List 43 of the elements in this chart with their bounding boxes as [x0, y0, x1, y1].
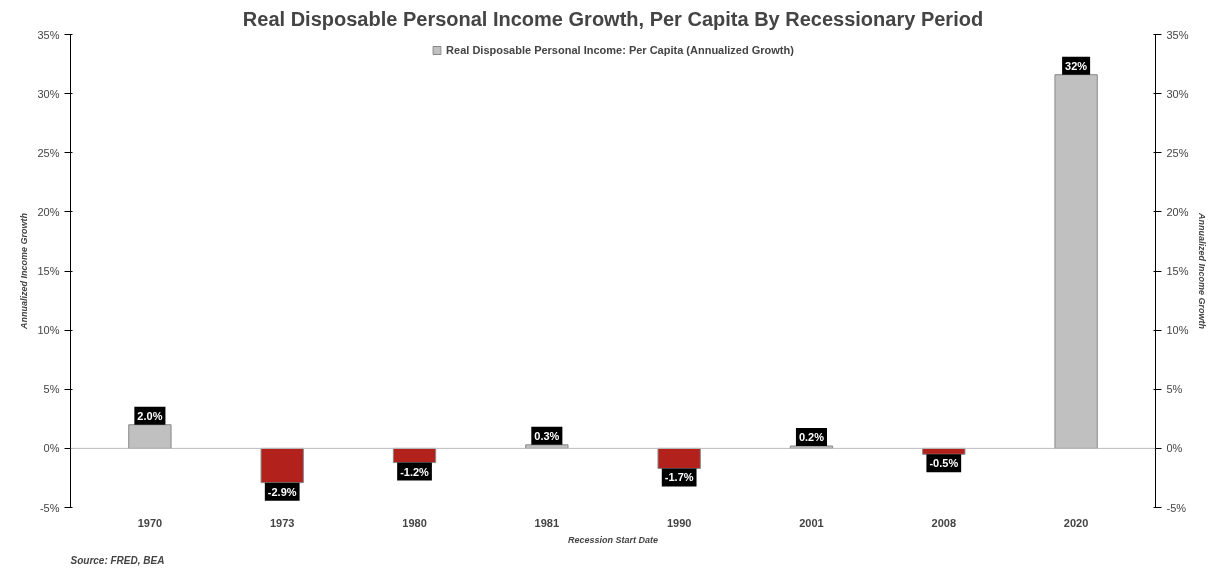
source-note: Source: FRED, BEA: [70, 554, 165, 566]
y2-tick-label: 25%: [1166, 146, 1189, 159]
y2-tick-label: 20%: [1166, 205, 1189, 218]
y2-axis-title: Annualized Income Growth: [1196, 212, 1207, 330]
x-tick-label: 1990: [666, 516, 692, 529]
y-tick-label: 30%: [37, 87, 60, 100]
y-tick-label: 0%: [43, 442, 60, 455]
y2-tick-label: -5%: [1166, 501, 1187, 514]
x-tick-label: 1981: [534, 516, 560, 529]
y2-tick-label: 35%: [1166, 28, 1189, 41]
y-tick-label: 20%: [37, 205, 60, 218]
data-label: 32%: [1065, 59, 1088, 72]
x-tick-label: 1980: [402, 516, 427, 529]
y2-tick-label: 10%: [1166, 324, 1189, 337]
x-tick-label: 2020: [1063, 516, 1089, 529]
x-axis-title: Recession Start Date: [567, 534, 659, 545]
y2-tick-label: 30%: [1166, 87, 1189, 100]
y-tick-label: 5%: [43, 383, 60, 396]
y-tick-label: 10%: [37, 324, 60, 337]
y-tick-label: 25%: [37, 146, 60, 159]
data-label: 2.0%: [137, 409, 163, 422]
data-label: 0.2%: [798, 431, 825, 444]
y2-tick-label: 0%: [1166, 442, 1183, 455]
y2-tick-label: 15%: [1166, 265, 1189, 277]
data-label: -2.9%: [267, 485, 297, 498]
data-label: -1.2%: [400, 465, 430, 478]
y-tick-label: -5%: [39, 501, 60, 514]
chart-title: Real Disposable Personal Income Growth, Per Capita By Recessionary Period: [242, 7, 984, 30]
data-label: -1.7%: [664, 471, 694, 484]
data-label: -0.5%: [929, 457, 959, 470]
y-tick-label: 15%: [37, 265, 60, 277]
legend-label: Real Disposable Personal Income: Per Capita (Annualized Growth): [446, 44, 794, 56]
bar: [392, 447, 437, 464]
bar: [260, 447, 304, 484]
x-tick-label: 2001: [799, 516, 824, 529]
x-tick-label: 1973: [269, 516, 295, 529]
x-tick-label: 2008: [931, 516, 957, 529]
x-tick-label: 1970: [137, 516, 163, 529]
y-tick-label: 35%: [37, 28, 60, 41]
bar: [657, 447, 701, 469]
data-label: 0.3%: [534, 429, 560, 442]
y-axis-title: Annualized Income Growth: [19, 212, 30, 330]
y2-tick-label: 5%: [1166, 383, 1183, 396]
